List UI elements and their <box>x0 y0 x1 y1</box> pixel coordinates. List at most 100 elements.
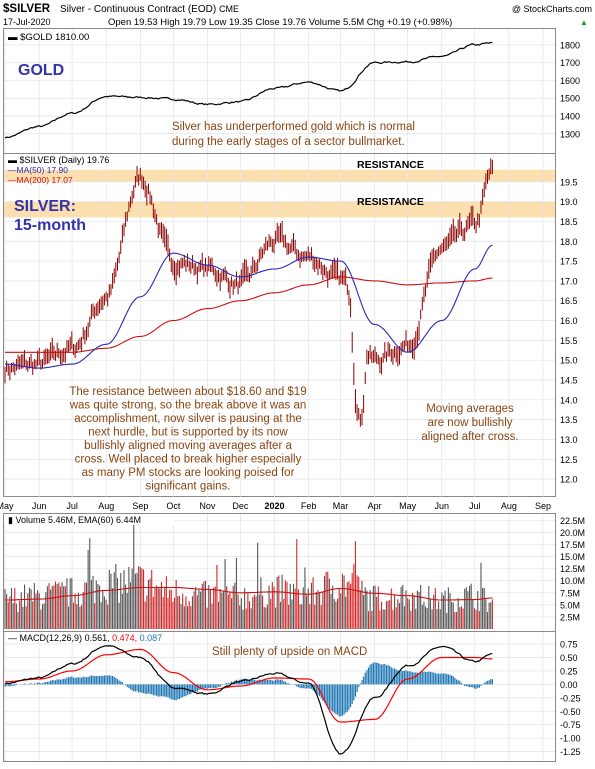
resistance-note-line: cross. Well placed to break higher espec… <box>75 454 302 466</box>
y-tick-label: 1800 <box>560 40 580 50</box>
y-tick-label: -0.75 <box>560 720 581 730</box>
y-tick-label: 1300 <box>560 129 580 139</box>
y-tick-label: -0.25 <box>560 693 581 703</box>
resistance-note-line: next hurdle, but is supported by its now <box>88 427 288 439</box>
silver-legend-main: ▬ $SILVER (Daily) 19.76 <box>8 155 109 165</box>
gold-price-line <box>4 41 493 139</box>
y-tick-label: 15.0M <box>560 552 585 562</box>
y-tick-label: 1600 <box>560 76 580 86</box>
resistance-band-upper <box>4 169 555 182</box>
moving-averages-note-line: aligned after cross. <box>421 431 518 443</box>
volume-panel: ▮ Volume 5.46M, EMA(60) 6.44M 22.5M 20.0M… <box>3 513 585 632</box>
month-label: Oct <box>166 501 181 511</box>
ohlc-readout: Open 19.53 High 19.79 Low 19.35 Close 19… <box>108 17 452 28</box>
gold-big-label: GOLD <box>18 62 64 79</box>
gold-annotation-1: Silver has underperformed gold which is … <box>172 121 415 133</box>
month-label: Sep <box>132 501 148 511</box>
y-tick-label: 20.0M <box>560 528 585 538</box>
month-label: Feb <box>301 501 317 511</box>
chart-date: 17-Jul-2020 <box>3 17 51 27</box>
month-label: Apr <box>368 501 382 511</box>
y-tick-label: 1400 <box>560 112 580 122</box>
change-arrow: ▲ <box>580 18 588 27</box>
month-label: Aug <box>501 501 517 511</box>
y-tick-label: 22.5M <box>560 516 585 526</box>
resistance-label-upper: RESISTANCE <box>357 159 424 171</box>
y-tick-label: 2.5M <box>560 612 580 622</box>
resistance-note: The resistance between about $18.60 and … <box>69 386 307 493</box>
month-label: Aug <box>98 501 114 511</box>
gold-legend: ▬ $GOLD 1810.00 <box>8 32 89 43</box>
volume-legend: ▮ Volume 5.46M, EMA(60) 6.44M <box>8 515 141 525</box>
macd-y-axis: 0.75 0.50 0.25 0.00 -0.25 -0.50 -0.75 -1.00 -1.2… <box>560 640 581 758</box>
y-tick-label: 15.0 <box>560 356 578 366</box>
y-tick-label: -1.00 <box>560 734 581 744</box>
macd-note: Still plenty of upside on MACD <box>212 646 367 658</box>
y-tick-label: 16.0 <box>560 316 578 326</box>
resistance-note-line: significant gains. <box>145 481 230 493</box>
y-tick-label: 17.0 <box>560 276 578 286</box>
moving-averages-note-line: Moving averages <box>426 403 514 415</box>
volume-legend-bg <box>4 514 174 525</box>
ma200-line <box>5 276 493 353</box>
macd-panel: — MACD(12,26,9) 0.561, 0.474, 0.087 Stil… <box>3 631 581 762</box>
silver-price-bars <box>4 158 493 427</box>
volume-y-axis: 22.5M 20.0M 17.5M 15.0M 12.5M 10.0M 7.5M 5.0M 2.… <box>560 516 585 623</box>
y-tick-label: 0.25 <box>560 666 578 676</box>
y-tick-label: 7.5M <box>560 588 580 598</box>
moving-averages-note: Moving averages are now bullishly aligned … <box>421 403 518 443</box>
y-tick-label: 0.00 <box>560 680 578 690</box>
month-label: Dec <box>232 501 249 511</box>
y-tick-label: 16.5 <box>560 296 578 306</box>
month-label: Jul <box>66 501 78 511</box>
copyright: @ StockCharts.com <box>512 4 592 14</box>
y-tick-label: 18.0 <box>560 237 578 247</box>
y-tick-label: 17.5M <box>560 540 585 550</box>
month-label: Jun <box>32 501 47 511</box>
y-tick-label: -0.50 <box>560 707 581 717</box>
gold-panel: ▬ $GOLD 1810.00 GOLD Silver has underper… <box>3 28 580 154</box>
y-tick-label: 18.5 <box>560 217 578 227</box>
month-label: 2020 <box>265 501 285 511</box>
silver-legend-ma50: —MA(50) 17.90 <box>8 165 68 175</box>
silver-y-axis: 19.5 19.0 18.5 18.0 17.5 17.0 16.5 16.0 15.5 15.0… <box>560 177 578 484</box>
y-tick-label: 12.5M <box>560 564 585 574</box>
volume-ema-line <box>5 586 493 601</box>
y-tick-label: 13.5 <box>560 415 578 425</box>
y-tick-label: 15.5 <box>560 336 578 346</box>
y-tick-label: 14.0 <box>560 395 578 405</box>
y-tick-label: 19.0 <box>560 197 578 207</box>
y-tick-label: 13.0 <box>560 435 578 445</box>
y-tick-label: 19.5 <box>560 177 578 187</box>
silver-big-label-2: 15-month <box>14 217 86 234</box>
month-axis: May Jun Jul Aug Sep Oct Nov Dec 2020 Feb Mar Apr May… <box>0 501 551 511</box>
month-label: Mar <box>333 501 349 511</box>
y-tick-label: 12.0 <box>560 475 578 485</box>
silver-legend-ma200: —MA(200) 17.07 <box>8 175 73 185</box>
month-label: Jul <box>469 501 481 511</box>
gold-grid <box>4 29 555 153</box>
silver-grid <box>4 154 555 497</box>
y-tick-label: 17.5 <box>560 257 578 267</box>
gold-panel-frame <box>3 28 556 154</box>
macd-panel-frame <box>3 631 556 762</box>
resistance-note-line: accomplishment, now silver is pausing at… <box>74 413 302 425</box>
resistance-label-lower: RESISTANCE <box>357 196 424 208</box>
moving-averages-note-line: are now bullishly <box>427 417 512 429</box>
y-tick-label: 0.75 <box>560 640 578 650</box>
macd-legend: — MACD(12,26,9) 0.561, 0.474, 0.087 <box>8 633 162 643</box>
resistance-note-line: bullishly aligned moving averages after … <box>84 440 292 452</box>
month-label: May <box>0 501 14 511</box>
month-label: Jun <box>435 501 450 511</box>
resistance-band-lower <box>4 201 555 218</box>
chart-description: Silver - Continuous Contract (EOD) CME <box>60 4 239 15</box>
y-tick-label: 10.0M <box>560 576 585 586</box>
month-label: May <box>399 501 417 511</box>
y-tick-label: 0.50 <box>560 653 578 663</box>
y-tick-label: 14.5 <box>560 376 578 386</box>
silver-panel: RESISTANCE RESISTANCE ▬ $SILVER (Daily) … <box>3 153 578 497</box>
chart-title: $SILVER <box>3 3 51 15</box>
gold-annotation-2: during the early stages of a sector bull… <box>172 136 405 148</box>
y-tick-label: 5.0M <box>560 600 580 610</box>
